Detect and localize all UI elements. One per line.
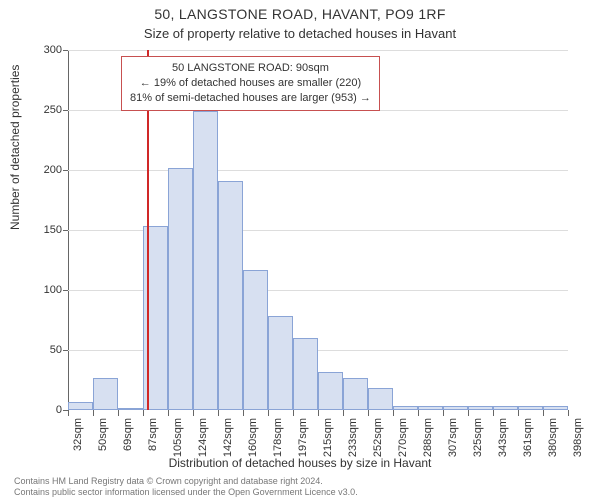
- footer-line-2: Contains public sector information licen…: [14, 487, 358, 498]
- chart-title-main: 50, LANGSTONE ROAD, HAVANT, PO9 1RF: [0, 6, 600, 22]
- footer-attribution: Contains HM Land Registry data © Crown c…: [14, 476, 358, 498]
- plot-area: 05010015020025030032sqm50sqm69sqm87sqm10…: [68, 50, 568, 410]
- x-tick-mark: [193, 410, 194, 416]
- x-tick-mark: [443, 410, 444, 416]
- x-tick-mark: [268, 410, 269, 416]
- x-tick-mark: [68, 410, 69, 416]
- histogram-bar: [218, 181, 243, 410]
- x-tick-mark: [218, 410, 219, 416]
- x-tick-mark: [518, 410, 519, 416]
- x-tick-mark: [568, 410, 569, 416]
- y-tick-label: 0: [22, 404, 62, 416]
- x-tick-mark: [293, 410, 294, 416]
- histogram-bar: [193, 111, 218, 410]
- y-tick-mark: [63, 50, 68, 51]
- histogram-bar: [543, 406, 568, 410]
- footer-line-1: Contains HM Land Registry data © Crown c…: [14, 476, 358, 487]
- histogram-bar: [393, 406, 418, 410]
- histogram-bar: [368, 388, 393, 410]
- legend-line: 50 LANGSTONE ROAD: 90sqm: [130, 61, 371, 76]
- histogram-bar: [68, 402, 93, 410]
- y-tick-mark: [63, 290, 68, 291]
- x-tick-mark: [118, 410, 119, 416]
- y-tick-label: 100: [22, 284, 62, 296]
- gridline: [68, 170, 568, 171]
- y-tick-mark: [63, 230, 68, 231]
- x-tick-mark: [543, 410, 544, 416]
- histogram-bar: [343, 378, 368, 410]
- histogram-bar: [418, 406, 443, 410]
- y-axis-label: Number of detached properties: [8, 65, 22, 230]
- y-tick-label: 200: [22, 164, 62, 176]
- x-tick-mark: [243, 410, 244, 416]
- y-tick-label: 300: [22, 44, 62, 56]
- legend-line: 81% of semi-detached houses are larger (…: [130, 91, 371, 106]
- x-tick-mark: [368, 410, 369, 416]
- x-tick-mark: [468, 410, 469, 416]
- y-tick-label: 250: [22, 104, 62, 116]
- histogram-bar: [443, 406, 468, 410]
- histogram-bar: [518, 406, 543, 410]
- y-tick-label: 150: [22, 224, 62, 236]
- x-tick-mark: [493, 410, 494, 416]
- chart-title-sub: Size of property relative to detached ho…: [0, 26, 600, 41]
- histogram-bar: [318, 372, 343, 410]
- histogram-bar: [168, 168, 193, 410]
- histogram-bar: [468, 406, 493, 410]
- x-axis-label: Distribution of detached houses by size …: [0, 456, 600, 470]
- x-tick-mark: [143, 410, 144, 416]
- legend-line: ← 19% of detached houses are smaller (22…: [130, 76, 371, 91]
- x-tick-mark: [393, 410, 394, 416]
- x-tick-mark: [93, 410, 94, 416]
- x-tick-mark: [418, 410, 419, 416]
- y-tick-mark: [63, 350, 68, 351]
- histogram-bar: [93, 378, 118, 410]
- chart-container: 50, LANGSTONE ROAD, HAVANT, PO9 1RF Size…: [0, 0, 600, 500]
- histogram-bar: [293, 338, 318, 410]
- histogram-bar: [243, 270, 268, 410]
- x-tick-mark: [318, 410, 319, 416]
- y-tick-label: 50: [22, 344, 62, 356]
- gridline: [68, 50, 568, 51]
- y-tick-mark: [63, 170, 68, 171]
- histogram-bar: [268, 316, 293, 410]
- histogram-bar: [118, 408, 143, 410]
- legend-box: 50 LANGSTONE ROAD: 90sqm← 19% of detache…: [121, 56, 380, 111]
- x-tick-mark: [168, 410, 169, 416]
- histogram-bar: [493, 406, 518, 410]
- x-tick-mark: [343, 410, 344, 416]
- y-tick-mark: [63, 110, 68, 111]
